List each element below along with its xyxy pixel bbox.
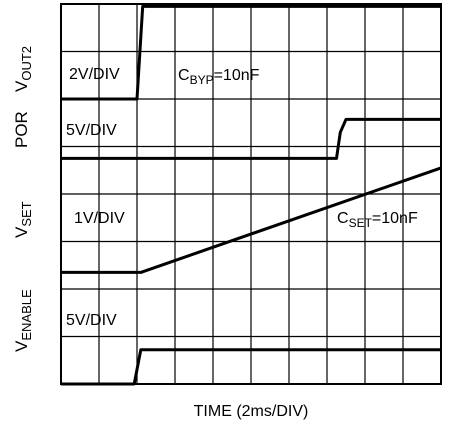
cbyp-main: C [178,67,190,84]
plot-frame [60,3,442,385]
cset-sub: SET [349,216,373,230]
traces [61,4,442,386]
side-label-vset: VSET [12,201,34,238]
side-label-venable: VENABLE [12,289,34,352]
side-label-por: POR [12,111,31,148]
trace-vset [61,166,442,274]
cset-main: C [337,210,349,227]
side-label-vset-sub: SET [19,201,34,226]
cbyp-value: =10nF [214,67,260,84]
scale-label-venable: 5V/DIV [66,312,117,329]
cbyp-sub: BYP [190,73,214,87]
scale-label-vout2: 2V/DIV [69,66,120,83]
trace-venable [61,348,441,386]
trace-vout2 [61,4,441,101]
scale-label-por: 5V/DIV [66,122,117,139]
cbyp-annotation: CBYP=10nF [178,67,260,87]
grid [61,4,441,384]
cset-value: =10nF [372,210,418,227]
trace-por [61,117,441,160]
scale-label-vset: 1V/DIV [74,210,125,227]
side-label-venable-main: V [12,340,31,352]
side-label-vset-main: V [12,226,31,238]
side-label-vout2: VOUT2 [12,46,34,92]
side-label-vout2-main: V [12,80,31,92]
x-axis-label: TIME (2ms/DIV) [194,403,309,420]
side-label-venable-sub: ENABLE [19,289,34,341]
side-label-vout2-sub: OUT2 [19,46,34,81]
cset-annotation: CSET=10nF [337,210,418,230]
